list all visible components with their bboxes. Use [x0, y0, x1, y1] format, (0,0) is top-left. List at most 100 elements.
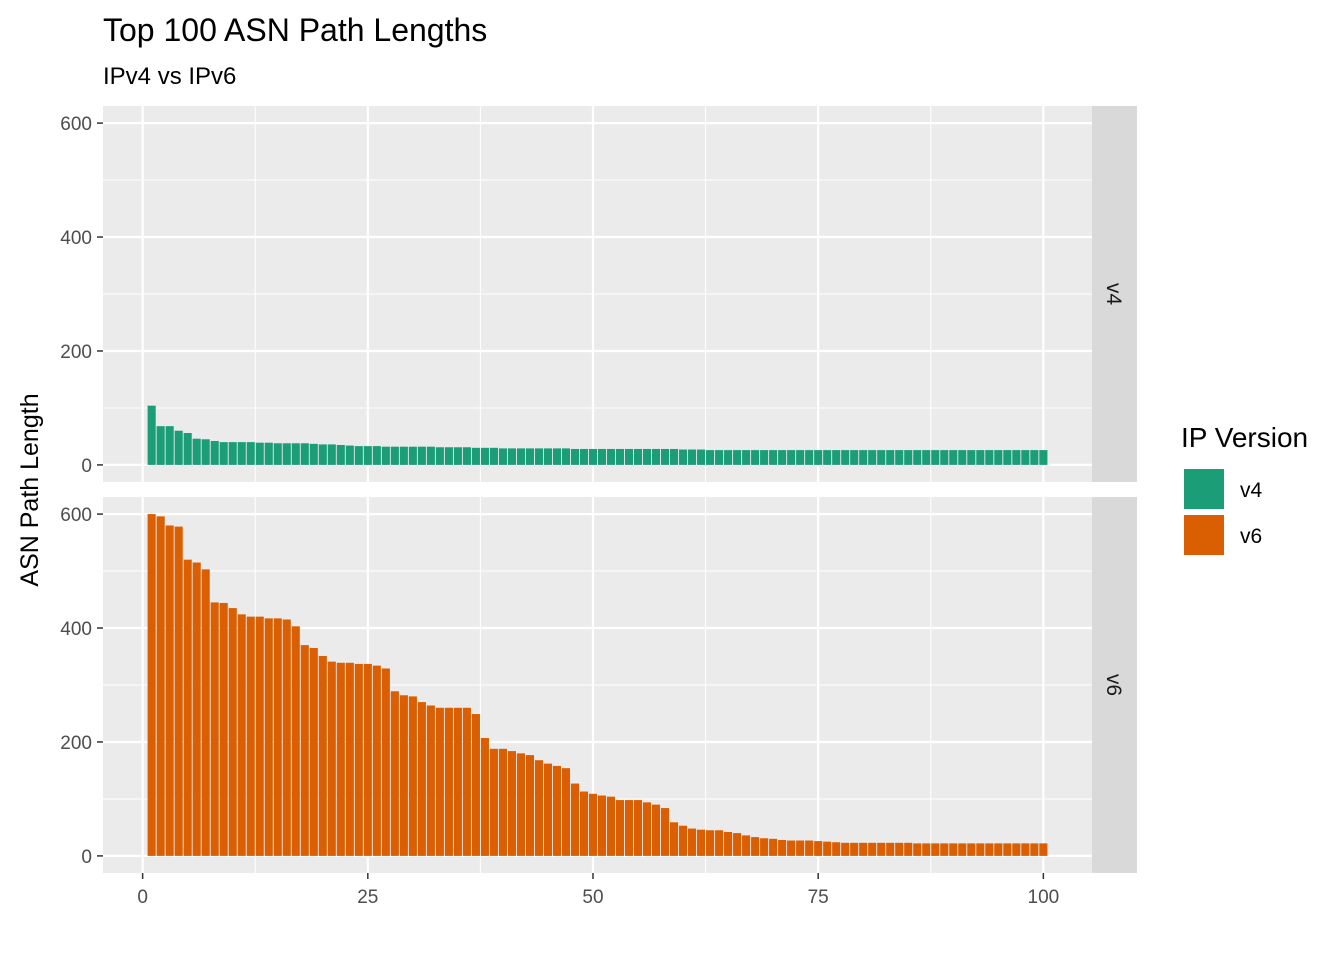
x-tick-label: 50	[582, 887, 603, 908]
bar-v4-69	[760, 450, 769, 465]
bar-v4-10	[228, 442, 237, 465]
bar-v4-68	[751, 450, 760, 465]
bar-v4-87	[922, 450, 931, 465]
bar-v4-15	[273, 443, 282, 465]
bar-v6-88	[931, 843, 940, 856]
bar-v6-19	[309, 647, 318, 856]
bar-v4-24	[354, 446, 363, 465]
bar-v6-98	[1021, 843, 1030, 856]
bar-v6-67	[742, 835, 751, 856]
bar-v4-91	[958, 450, 967, 465]
bar-v4-67	[742, 450, 751, 465]
y-tick-label: 200	[60, 733, 92, 754]
bar-v6-2	[156, 516, 165, 856]
bar-v4-34	[444, 447, 453, 465]
bar-v4-97	[1012, 450, 1021, 465]
bar-v4-48	[570, 448, 580, 465]
bar-v4-100	[1039, 450, 1048, 465]
bar-v4-61	[688, 449, 697, 465]
bar-v6-75	[814, 841, 823, 856]
bar-v6-47	[561, 768, 571, 856]
bar-v6-8	[210, 602, 219, 856]
bar-v4-19	[309, 443, 318, 465]
bar-v6-85	[904, 842, 913, 856]
y-tick-label: 400	[60, 228, 92, 249]
bar-v4-5	[183, 433, 192, 465]
bar-v4-45	[543, 448, 553, 465]
bar-v4-89	[940, 450, 949, 465]
bar-v4-50	[588, 448, 598, 465]
bar-v4-73	[796, 450, 805, 465]
bar-v6-14	[264, 618, 273, 856]
panel-grid	[103, 106, 1092, 482]
bar-v6-41	[507, 751, 516, 856]
bar-v4-44	[534, 448, 544, 465]
bar-v4-84	[895, 450, 904, 465]
y-tick-label: 400	[60, 619, 92, 640]
bar-v4-46	[552, 448, 562, 465]
y-tick-label: 0	[81, 456, 92, 477]
bar-v4-58	[661, 448, 670, 465]
bar-v4-35	[453, 447, 462, 465]
legend-label: v6	[1240, 525, 1262, 548]
legend-item-v4: v4	[1182, 467, 1263, 511]
bar-v4-60	[679, 449, 688, 465]
bar-v4-85	[904, 450, 913, 465]
legend-label: v4	[1240, 479, 1263, 502]
bar-v6-65	[724, 831, 733, 856]
bar-v6-73	[796, 840, 805, 856]
bar-v4-6	[192, 438, 201, 465]
bar-v4-96	[1003, 450, 1012, 465]
bar-v6-64	[715, 830, 724, 856]
bar-v4-21	[327, 444, 336, 465]
bar-v6-7	[201, 569, 210, 856]
bar-v4-90	[949, 450, 958, 465]
bar-v6-25	[363, 663, 372, 856]
legend-key-v6	[1184, 515, 1224, 555]
bar-v6-76	[823, 841, 832, 856]
bar-v6-35	[453, 707, 462, 856]
bar-v6-1	[147, 514, 156, 856]
bar-v4-41	[507, 448, 516, 465]
bar-v6-39	[489, 748, 498, 856]
bar-v4-28	[390, 446, 399, 465]
bar-v6-22	[336, 662, 345, 856]
bar-v6-97	[1012, 843, 1021, 856]
bar-v4-3	[165, 426, 174, 465]
bar-v6-6	[192, 562, 201, 856]
bar-v6-69	[760, 838, 769, 856]
bar-v6-5	[183, 559, 192, 856]
bar-v6-12	[246, 616, 255, 856]
bar-v6-3	[165, 525, 174, 856]
bar-v4-78	[841, 450, 850, 465]
bar-v4-36	[462, 447, 471, 465]
bar-v4-18	[300, 443, 309, 465]
bar-v6-13	[255, 616, 264, 856]
bar-v6-28	[390, 691, 399, 856]
bar-v4-98	[1021, 450, 1030, 465]
bar-v4-59	[670, 448, 679, 465]
bar-v4-71	[778, 450, 787, 465]
bar-v6-89	[940, 843, 949, 856]
bar-v6-100	[1039, 843, 1048, 856]
bar-v4-99	[1030, 450, 1039, 465]
x-tick-label: 75	[808, 887, 829, 908]
bar-v6-48	[570, 783, 580, 856]
bar-v4-74	[805, 450, 814, 465]
bar-v4-55	[633, 448, 643, 465]
y-tick-label: 600	[60, 114, 92, 135]
bar-v6-55	[633, 800, 643, 856]
bar-v4-76	[823, 450, 832, 465]
bar-v4-66	[733, 450, 742, 465]
bar-v4-33	[435, 447, 444, 465]
bar-v6-17	[291, 626, 300, 856]
bar-v4-37	[471, 447, 480, 465]
bar-v6-62	[697, 829, 706, 856]
bar-v4-16	[282, 443, 291, 465]
bar-v6-66	[733, 833, 742, 856]
bar-v4-86	[913, 450, 922, 465]
bar-v4-62	[697, 449, 706, 465]
bar-v6-84	[895, 842, 904, 856]
bar-v4-53	[615, 448, 625, 465]
